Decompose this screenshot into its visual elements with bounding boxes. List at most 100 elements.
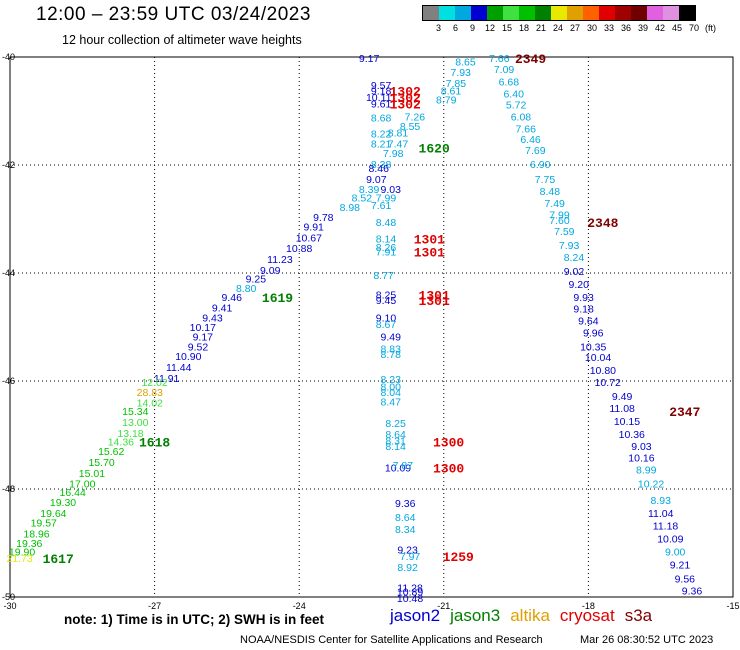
wave-height-value: 11.04 <box>648 508 674 520</box>
legend-tick-label: 33 <box>604 23 615 33</box>
wave-height-value: 10.16 <box>628 453 654 465</box>
wave-height-value: 8.67 <box>376 319 397 331</box>
wave-height-value: 7.75 <box>535 174 556 186</box>
wave-height-value: 7.61 <box>371 200 392 212</box>
pass-time-label: 1300 <box>433 435 464 450</box>
wave-height-value: 8.23 <box>381 374 402 386</box>
wave-height-value: 9.03 <box>631 441 652 453</box>
wave-height-value: 9.91 <box>303 222 324 234</box>
wave-height-value: 9.09 <box>260 265 281 277</box>
wave-height-value: 9.00 <box>665 547 686 559</box>
satellite-cryosat: cryosat <box>559 606 615 625</box>
wave-height-value: 10.09 <box>657 534 683 546</box>
legend-swatch <box>423 6 439 20</box>
legend-swatch <box>567 6 583 20</box>
pass-time-label: 2347 <box>669 405 700 420</box>
legend-labels: 3 6 9 12 15 18 21 24 27 30 33 36 39 42 45 70 (ft) <box>422 21 716 35</box>
wave-height-value: 15.01 <box>79 468 105 480</box>
color-legend: 3 6 9 12 15 18 21 24 27 30 33 36 39 42 45 70 (ft) <box>422 5 716 35</box>
wave-height-value: 8.99 <box>636 465 657 477</box>
wave-height-value: 6.40 <box>503 89 524 101</box>
wave-height-value: 7.93 <box>559 240 580 252</box>
wave-height-value: 7.59 <box>554 226 575 238</box>
pass-time-label: 1617 <box>43 552 74 567</box>
wave-height-value: 10.09 <box>385 462 411 474</box>
wave-height-value: 16.44 <box>60 487 86 499</box>
wave-height-value: 8.25 <box>376 290 397 302</box>
longitude-tick-label: -15 <box>726 601 739 611</box>
latitude-tick-label: -44 <box>2 268 15 278</box>
wave-height-value: 28.83 <box>137 387 163 399</box>
wave-height-value: 7.99 <box>376 192 397 204</box>
footnote: note: 1) Time is in UTC; 2) SWH is in fe… <box>64 612 325 627</box>
wave-height-value: 8.24 <box>564 252 585 264</box>
legend-swatch <box>551 6 567 20</box>
wave-height-value: 10.90 <box>175 351 201 363</box>
wave-height-value: 15.62 <box>98 446 124 458</box>
wave-height-value: 8.48 <box>540 186 561 198</box>
wave-height-value: 9.25 <box>246 273 267 285</box>
longitude-tick-label: -30 <box>3 601 16 611</box>
wave-height-value: 7.60 <box>549 215 570 227</box>
wave-height-value: 7.69 <box>525 145 546 157</box>
legend-swatch <box>439 6 455 20</box>
wave-height-value: 9.03 <box>381 184 402 196</box>
satellite-jason3: jason3 <box>450 606 501 625</box>
legend-tick-label: 30 <box>587 23 598 33</box>
pass-time-label: 1259 <box>443 550 474 565</box>
wave-height-value: 7.87 <box>393 460 414 472</box>
wave-height-value: 8.04 <box>381 387 402 399</box>
pass-time-label: 1618 <box>139 435 170 450</box>
wave-height-value: 8.22 <box>371 129 392 141</box>
wave-height-value: 13.00 <box>122 417 148 429</box>
wave-height-value: 19.90 <box>9 547 35 559</box>
wave-height-value: 8.79 <box>436 95 457 107</box>
legend-swatch <box>615 6 631 20</box>
pass-time-label: 2348 <box>587 216 618 231</box>
pass-time-label: 1301 <box>419 289 450 304</box>
pass-time-label: 1300 <box>433 461 464 476</box>
wave-height-value: 8.64 <box>395 512 416 524</box>
wave-height-value: 10.11 <box>366 92 392 104</box>
wave-height-value: 8.14 <box>376 233 397 245</box>
wave-height-value: 10.89 <box>397 587 423 599</box>
wave-height-value: 9.10 <box>376 312 397 324</box>
wave-height-value: 8.21 <box>371 138 392 150</box>
wave-height-value: 8.26 <box>376 242 397 254</box>
legend-tick-label: 36 <box>621 23 632 33</box>
legend-tick-label: 15 <box>502 23 513 33</box>
wave-height-value: 9.36 <box>682 586 703 598</box>
wave-height-value: 11.28 <box>397 582 423 594</box>
wave-height-value: 19.64 <box>40 508 66 520</box>
legend-swatch <box>455 6 471 20</box>
wave-height-value: 8.83 <box>381 344 402 356</box>
wave-height-value: 7.49 <box>544 198 565 210</box>
wave-height-value: 9.02 <box>564 266 585 278</box>
wave-height-value: 11.08 <box>609 403 635 415</box>
wave-height-value: 18.96 <box>23 528 49 540</box>
wave-height-value: 14.02 <box>137 398 163 410</box>
wave-height-value: 9.93 <box>573 292 594 304</box>
wave-height-value: 6.08 <box>511 111 532 123</box>
wave-height-value: 7.85 <box>446 78 467 90</box>
wave-height-value: 9.52 <box>188 341 209 353</box>
wave-height-value: 10.36 <box>619 429 645 441</box>
page-subtitle: 12 hour collection of altimeter wave hei… <box>62 33 302 47</box>
wave-height-value: 15.70 <box>88 457 114 469</box>
wave-height-value: 9.41 <box>212 303 233 315</box>
wave-height-value: 19.57 <box>31 517 57 529</box>
longitude-tick-label: -21 <box>437 601 450 611</box>
legend-tick-label: 12 <box>485 23 496 33</box>
legend-tick-label: 39 <box>638 23 649 33</box>
wave-height-value: 19.36 <box>16 538 42 550</box>
pass-time-label: 2349 <box>515 52 546 67</box>
wave-height-value: 10.35 <box>580 341 606 353</box>
legend-swatch <box>647 6 663 20</box>
wave-height-value: 8.92 <box>397 562 418 574</box>
wave-height-value: 6.68 <box>499 76 520 88</box>
wave-height-value: 10.48 <box>397 593 423 605</box>
legend-unit: (ft) <box>705 23 716 33</box>
wave-height-value: 8.78 <box>381 349 402 361</box>
pass-time-label: 1302 <box>390 84 421 99</box>
wave-height-value: 8.93 <box>650 495 671 507</box>
